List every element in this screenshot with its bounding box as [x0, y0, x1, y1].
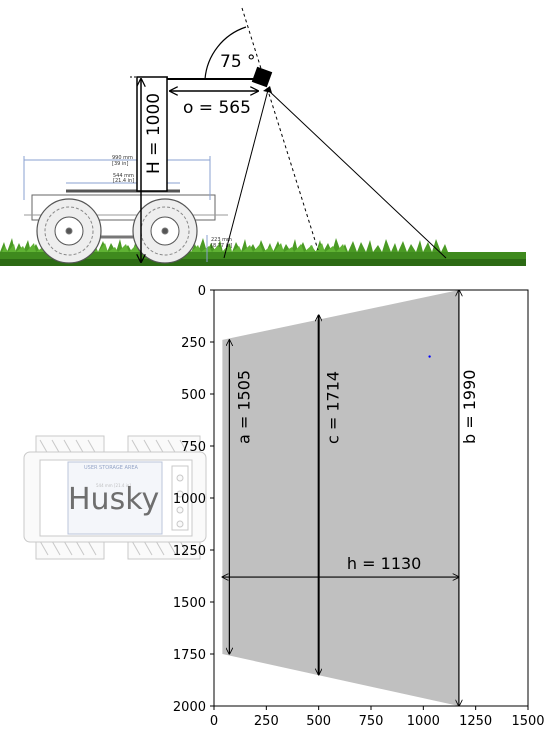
- husky-top-view: [23, 435, 207, 560]
- robot-clear-mm: 223 mm: [211, 237, 232, 243]
- husky-side-view: [23, 156, 228, 264]
- robot-width-mm: 990 mm: [112, 155, 133, 161]
- optical-axis: [241, 7, 319, 251]
- coverage-area: [222, 290, 459, 706]
- wheel-rear: [132, 198, 198, 264]
- angle-arc: [204, 26, 247, 80]
- y-tick-label: 500: [181, 388, 206, 403]
- robot-clear-in: [8.77 in]: [211, 243, 232, 249]
- y-tick-label: 2000: [173, 700, 206, 715]
- robot-inner-in: [21.4 in]: [113, 178, 134, 184]
- chart: 0 250 500 750 1000 1250 1500 0 250 500 750 1000 125…: [173, 284, 545, 729]
- y-tick-label: 750: [181, 440, 206, 455]
- x-tick-label: 1500: [511, 714, 544, 729]
- y-tick-label: 0: [198, 284, 206, 299]
- fov-far-line: [267, 89, 447, 259]
- wheel-front: [36, 198, 102, 264]
- y-axis: 0 250 500 750 1000 1250 1500 1750 2000: [173, 284, 214, 715]
- grass: [0, 238, 526, 266]
- y-tick-label: 1500: [173, 596, 206, 611]
- robot-width-in: [39 in]: [112, 161, 128, 167]
- angle-label: 75 °: [220, 52, 256, 72]
- offset-label: o = 565: [183, 98, 251, 118]
- a-label: a = 1505: [234, 370, 253, 444]
- x-axis: 0 250 500 750 1000 1250 1500: [210, 706, 545, 729]
- x-tick-label: 1250: [459, 714, 492, 729]
- x-tick-label: 750: [359, 714, 384, 729]
- husky-label: Husky: [68, 482, 159, 517]
- robot-inner-mm: 544 mm: [113, 173, 134, 179]
- b-label: b = 1990: [460, 370, 479, 444]
- x-tick-label: 250: [254, 714, 279, 729]
- data-point: [428, 355, 431, 358]
- height-label: H = 1000: [144, 93, 164, 174]
- robot-inner-text: 544 mm [21.4 in]: [96, 483, 131, 488]
- x-tick-label: 500: [306, 714, 331, 729]
- x-tick-label: 0: [210, 714, 218, 729]
- c-label: c = 1714: [324, 371, 343, 444]
- y-tick-label: 1750: [173, 648, 206, 663]
- side-view-diagram: 990 mm [39 in] 544 mm [21.4 in] 223 mm […: [0, 7, 526, 266]
- y-tick-label: 1000: [173, 492, 206, 507]
- annotations: a = 1505 b = 1990 c = 1714 h = 1130: [222, 290, 479, 706]
- y-tick-label: 1250: [173, 544, 206, 559]
- x-tick-label: 1000: [407, 714, 440, 729]
- plate-text: USER STORAGE AREA: [84, 465, 139, 471]
- h-label: h = 1130: [347, 554, 421, 573]
- fov-near-line: [223, 89, 269, 259]
- y-tick-label: 250: [181, 336, 206, 351]
